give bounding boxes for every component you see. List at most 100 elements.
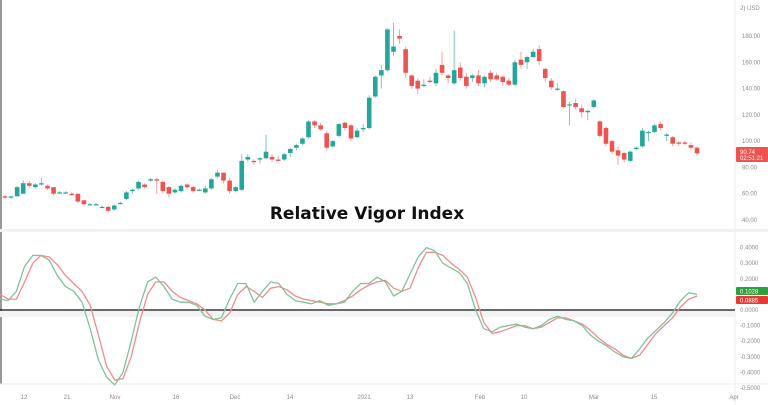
candle[interactable]: [658, 121, 663, 131]
candle[interactable]: [221, 172, 226, 184]
candle[interactable]: [427, 76, 433, 84]
candle[interactable]: [670, 135, 676, 147]
candle[interactable]: [567, 101, 572, 126]
candle[interactable]: [445, 74, 451, 84]
candle[interactable]: [518, 51, 524, 69]
candle[interactable]: [251, 159, 257, 165]
candle[interactable]: [470, 74, 475, 82]
candle[interactable]: [354, 128, 360, 139]
candle[interactable]: [609, 139, 615, 155]
candle[interactable]: [14, 185, 20, 197]
candle[interactable]: [75, 193, 81, 203]
rvi-pane[interactable]: [0, 246, 735, 386]
candle[interactable]: [633, 146, 639, 151]
candle[interactable]: [646, 130, 651, 142]
candle[interactable]: [184, 183, 190, 189]
candle[interactable]: [33, 183, 38, 189]
candle[interactable]: [51, 187, 56, 196]
candle[interactable]: [603, 126, 609, 147]
candle[interactable]: [415, 78, 421, 94]
price-axis[interactable]: 2) USD 180.00 160.00 140.00 120.00 100.00 80.0…: [740, 6, 761, 224]
candle[interactable]: [81, 200, 87, 206]
candle[interactable]: [275, 155, 281, 163]
candle[interactable]: [615, 146, 621, 165]
candle[interactable]: [676, 141, 682, 147]
candle[interactable]: [403, 46, 408, 79]
candle[interactable]: [397, 29, 402, 44]
candle[interactable]: [63, 191, 69, 194]
candle[interactable]: [233, 185, 238, 193]
candle[interactable]: [360, 124, 366, 132]
candle[interactable]: [640, 128, 645, 148]
candle[interactable]: [300, 137, 305, 146]
candle[interactable]: [203, 185, 208, 194]
candle[interactable]: [391, 22, 396, 56]
candle[interactable]: [433, 68, 439, 86]
candle[interactable]: [190, 185, 196, 193]
signal-line[interactable]: [0, 251, 698, 381]
candle[interactable]: [69, 192, 75, 197]
candle[interactable]: [627, 150, 633, 163]
candle[interactable]: [257, 156, 263, 164]
candle[interactable]: [136, 180, 141, 190]
price-pane[interactable]: [2, 22, 700, 213]
candle[interactable]: [87, 202, 93, 206]
candle[interactable]: [263, 134, 269, 160]
candle[interactable]: [366, 95, 372, 130]
candle[interactable]: [330, 139, 336, 148]
candle[interactable]: [409, 74, 415, 89]
candle[interactable]: [154, 177, 160, 194]
candle[interactable]: [93, 202, 99, 206]
candle[interactable]: [178, 184, 184, 193]
candle[interactable]: [555, 83, 560, 92]
candle[interactable]: [379, 64, 384, 89]
candle[interactable]: [342, 121, 348, 131]
candle[interactable]: [105, 205, 111, 213]
candle[interactable]: [482, 75, 487, 88]
pane-separator[interactable]: [0, 229, 768, 232]
candle[interactable]: [142, 183, 147, 189]
candle[interactable]: [318, 122, 323, 131]
candle[interactable]: [488, 70, 493, 82]
candle[interactable]: [573, 99, 578, 110]
candle[interactable]: [20, 180, 26, 194]
candle[interactable]: [57, 191, 62, 194]
candle[interactable]: [372, 75, 378, 98]
candle[interactable]: [476, 70, 481, 86]
candle[interactable]: [512, 59, 518, 86]
candle[interactable]: [45, 184, 50, 190]
candle[interactable]: [536, 45, 542, 65]
candle[interactable]: [130, 188, 135, 194]
candle[interactable]: [336, 122, 342, 138]
candle[interactable]: [324, 130, 330, 151]
candle[interactable]: [118, 201, 123, 205]
candle[interactable]: [688, 142, 694, 150]
candle[interactable]: [26, 180, 32, 189]
candle[interactable]: [451, 30, 457, 85]
candle[interactable]: [281, 152, 287, 161]
candle[interactable]: [530, 49, 536, 59]
candle[interactable]: [591, 99, 597, 109]
candle[interactable]: [306, 120, 311, 139]
candle[interactable]: [172, 188, 178, 194]
candle[interactable]: [652, 124, 657, 134]
candle[interactable]: [457, 62, 463, 81]
candle[interactable]: [239, 154, 245, 192]
candle[interactable]: [682, 141, 688, 146]
candle[interactable]: [8, 196, 14, 199]
candle[interactable]: [99, 205, 105, 209]
candle[interactable]: [464, 72, 469, 89]
candle[interactable]: [542, 67, 548, 82]
candle[interactable]: [269, 154, 275, 163]
candle[interactable]: [597, 120, 603, 138]
candle[interactable]: [385, 28, 390, 72]
candle[interactable]: [348, 124, 354, 142]
candle[interactable]: [111, 204, 117, 211]
rvi-axis[interactable]: 0.4000 0.3000 0.2000 0.0000 -0.1000 -0.2000 -0…: [740, 246, 761, 392]
candle[interactable]: [160, 180, 166, 194]
candle[interactable]: [148, 177, 153, 182]
candle[interactable]: [500, 75, 506, 86]
candle[interactable]: [215, 170, 220, 178]
candle[interactable]: [664, 133, 669, 142]
